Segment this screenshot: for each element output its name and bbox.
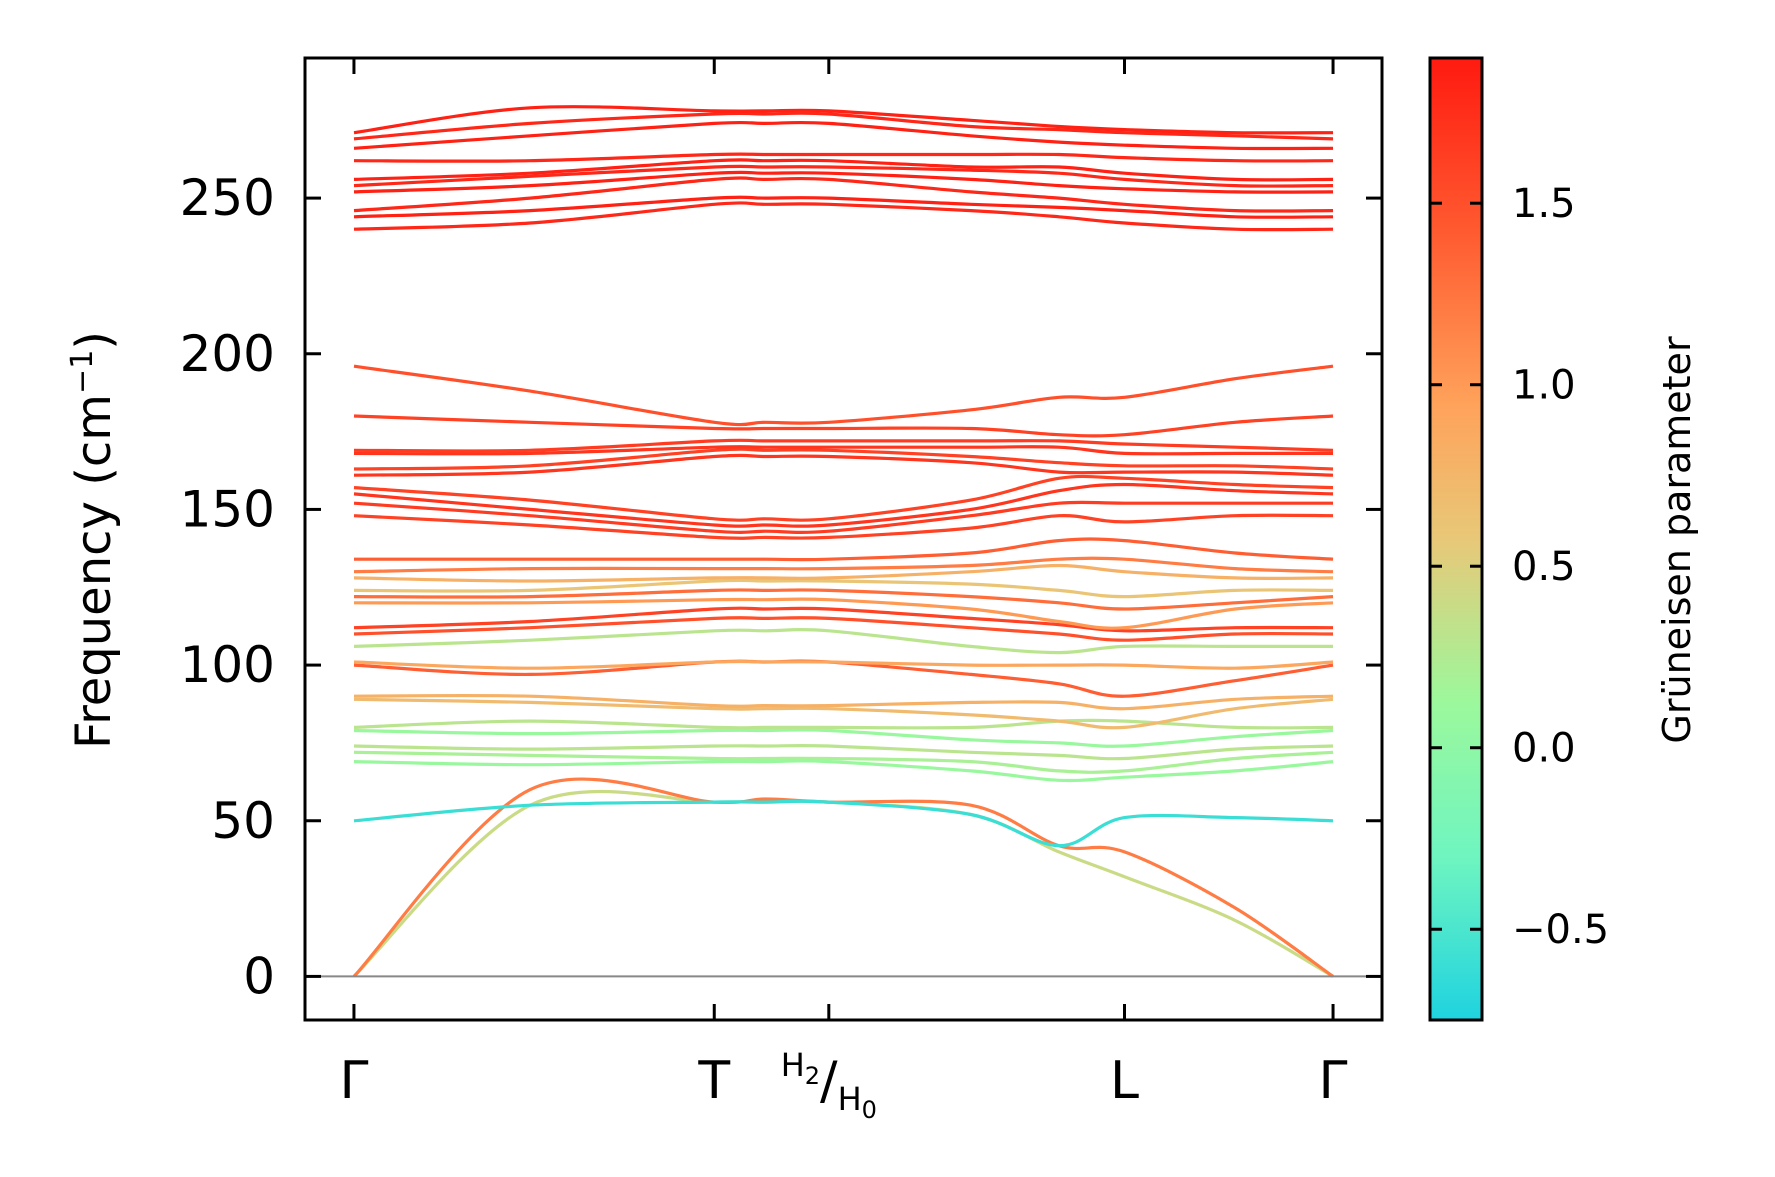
y-tick-label: 50: [211, 792, 275, 850]
x-tick-fraction-num: H: [781, 1046, 805, 1084]
phonon-band-6: [353, 728, 1334, 748]
x-axis-ticks: Γ T H2/H0 L Γ: [339, 58, 1348, 1124]
y-tick-label: 0: [243, 947, 275, 1005]
phonon-band-37: [353, 152, 1334, 163]
phonon-band-22: [353, 500, 1333, 534]
phonon-band-35: [353, 164, 1334, 188]
y-axis-label-main: Frequency (cm: [66, 394, 122, 749]
phonon-band-24: [353, 474, 1334, 522]
phonon-band-30: [353, 364, 1334, 427]
y-axis-ticks: 0 50 100 150 200 250: [180, 169, 1382, 1005]
colorbar-tick-label: 0.0: [1512, 726, 1576, 772]
phonon-band-34: [353, 170, 1334, 194]
phonon-band-40: [353, 105, 1334, 135]
y-axis-label-sup: −1: [65, 350, 100, 394]
phonon-bands: [352, 105, 1334, 978]
phonon-band-3: [353, 759, 1334, 783]
phonon-band-15: [353, 597, 1334, 630]
phonon-band-13: [353, 616, 1334, 642]
phonon-band-4: [353, 750, 1334, 774]
y-tick-label: 200: [180, 325, 275, 383]
phonon-band-33: [353, 176, 1334, 213]
x-tick-fraction-num-sub: 2: [805, 1062, 820, 1090]
phonon-band-18: [353, 563, 1334, 583]
x-tick-fraction-den: H: [838, 1080, 862, 1118]
phonon-band-26: [353, 447, 1334, 471]
phonon-band-11: [353, 659, 1334, 670]
x-tick-fraction-slash: /: [820, 1051, 838, 1111]
x-tick-label: L: [1110, 1051, 1139, 1111]
phonon-band-29: [353, 414, 1334, 438]
phonon-band-28: [353, 438, 1334, 453]
x-tick-label-fraction: H2/H0: [781, 1046, 877, 1124]
y-axis-label-close: ): [66, 331, 122, 350]
phonon-band-17: [353, 578, 1334, 599]
colorbar-tick-label: −0.5: [1512, 907, 1609, 953]
plot-frame: [303, 56, 1384, 1022]
x-tick-fraction-den-sub: 0: [862, 1096, 877, 1124]
y-tick-label: 250: [180, 169, 275, 227]
phonon-band-23: [353, 482, 1334, 528]
colorbar-tick-label: 0.5: [1512, 544, 1576, 590]
x-tick-label: Γ: [339, 1051, 368, 1111]
phonon-band-21: [353, 513, 1334, 540]
x-tick-label: T: [697, 1051, 730, 1111]
phonon-band-36: [353, 158, 1334, 182]
phonon-band-1: [352, 777, 1334, 978]
phonon-band-31: [353, 201, 1334, 232]
phonon-band-19: [353, 556, 1334, 574]
phonon-band-5: [353, 743, 1334, 761]
x-tick-label: Γ: [1319, 1051, 1348, 1111]
phonon-band-16: [353, 588, 1334, 611]
colorbar-ticks: −0.5 0.0 0.5 1.0 1.5: [1430, 181, 1609, 953]
phonon-band-14: [353, 606, 1334, 633]
phonon-band-38: [353, 120, 1334, 151]
phonon-band-7: [353, 718, 1334, 730]
phonon-band-32: [353, 195, 1334, 219]
phonon-band-39: [353, 111, 1334, 141]
colorbar-tick-label: 1.5: [1512, 181, 1576, 227]
y-tick-label: 150: [180, 480, 275, 538]
colorbar: [1428, 56, 1484, 1022]
phonon-band-9: [353, 693, 1334, 711]
colorbar-label: Grüneisen parameter: [1655, 336, 1699, 744]
phonon-band-27: [353, 445, 1333, 456]
phonon-band-0: [352, 789, 1334, 978]
y-axis-label: Frequency (cm−1): [65, 331, 122, 749]
colorbar-tick-label: 1.0: [1512, 363, 1576, 409]
phonon-band-10: [353, 659, 1334, 698]
y-tick-label: 100: [180, 636, 275, 694]
phonon-band-12: [353, 628, 1333, 655]
phonon-band-25: [353, 453, 1334, 477]
phonon-band-20: [354, 537, 1334, 562]
phonon-band-2: [353, 799, 1334, 848]
phonon-band-8: [353, 697, 1334, 730]
